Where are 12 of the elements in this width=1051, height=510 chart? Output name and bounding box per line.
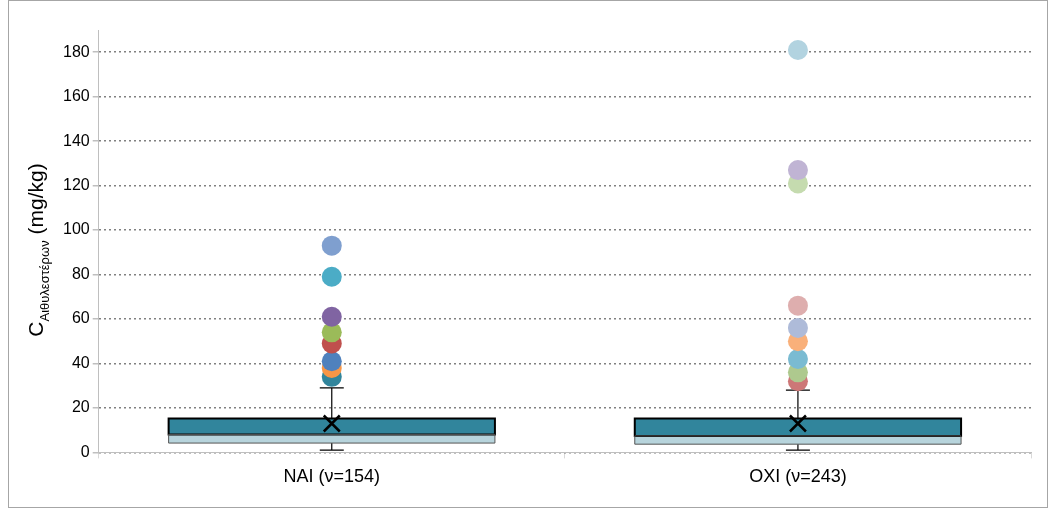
y-tick-label: 0	[80, 442, 90, 460]
y-tick-label: 160	[62, 87, 90, 105]
y-tick-label: 20	[71, 398, 90, 416]
y-tick-label: 80	[71, 264, 90, 282]
y-tick-label: 120	[62, 176, 90, 194]
y-tick-label: 100	[62, 220, 90, 238]
y-tick-label: 180	[62, 42, 90, 60]
y-tick-label: 60	[71, 309, 90, 327]
y-tick-label: 40	[71, 353, 90, 371]
x-tick-label: OXI (ν=243)	[749, 466, 847, 487]
x-tick-label: NAI (ν=154)	[283, 466, 381, 487]
y-tick-label: 140	[62, 131, 90, 149]
